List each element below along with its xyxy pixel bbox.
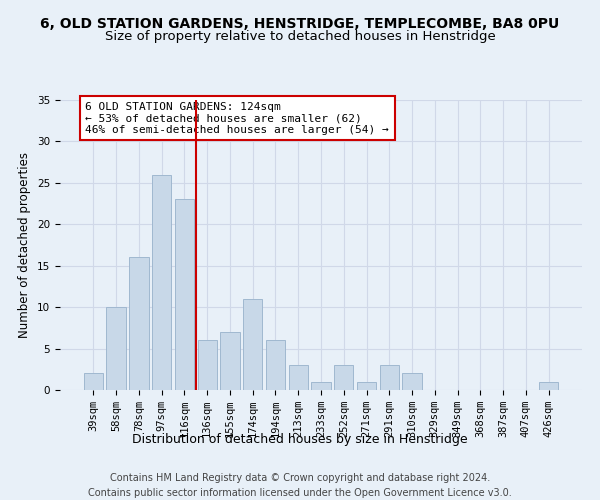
Text: Distribution of detached houses by size in Henstridge: Distribution of detached houses by size … xyxy=(132,432,468,446)
Bar xyxy=(152,174,172,390)
Bar xyxy=(403,374,422,390)
Bar xyxy=(266,340,285,390)
Bar xyxy=(380,365,399,390)
Bar xyxy=(129,258,149,390)
Bar xyxy=(106,307,126,390)
Bar xyxy=(84,374,103,390)
Bar xyxy=(220,332,239,390)
Text: 6, OLD STATION GARDENS, HENSTRIDGE, TEMPLECOMBE, BA8 0PU: 6, OLD STATION GARDENS, HENSTRIDGE, TEMP… xyxy=(40,18,560,32)
Text: 6 OLD STATION GARDENS: 124sqm
← 53% of detached houses are smaller (62)
46% of s: 6 OLD STATION GARDENS: 124sqm ← 53% of d… xyxy=(85,102,389,135)
Text: Contains HM Land Registry data © Crown copyright and database right 2024.
Contai: Contains HM Land Registry data © Crown c… xyxy=(88,472,512,498)
Bar xyxy=(243,299,262,390)
Bar xyxy=(289,365,308,390)
Text: Size of property relative to detached houses in Henstridge: Size of property relative to detached ho… xyxy=(104,30,496,43)
Bar xyxy=(539,382,558,390)
Bar xyxy=(311,382,331,390)
Bar xyxy=(175,200,194,390)
Y-axis label: Number of detached properties: Number of detached properties xyxy=(19,152,31,338)
Bar xyxy=(334,365,353,390)
Bar xyxy=(197,340,217,390)
Bar xyxy=(357,382,376,390)
